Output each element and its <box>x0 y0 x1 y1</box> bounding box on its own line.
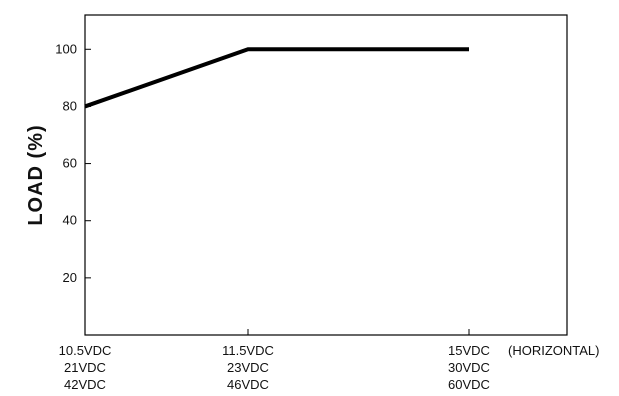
y-tick-label: 80 <box>63 98 77 113</box>
x-tick-label: 21VDC <box>64 360 106 375</box>
y-axis-title: LOAD (%) <box>25 124 47 225</box>
x-tick-label: 10.5VDC <box>59 343 112 358</box>
y-tick-label: 100 <box>55 41 77 56</box>
x-tick-label: 46VDC <box>227 377 269 392</box>
x-tick-label: 42VDC <box>64 377 106 392</box>
x-axis-ticks: 10.5VDC 21VDC 42VDC 11.5VDC 23VDC 46VDC 15VDC 3… <box>59 329 490 392</box>
x-tick-label: 15VDC <box>448 343 490 358</box>
y-tick-label: 40 <box>63 213 77 228</box>
x-tick-label: 11.5VDC <box>222 343 274 358</box>
series-group <box>85 49 469 106</box>
x-axis-title: (HORIZONTAL) <box>508 343 599 358</box>
y-tick-label: 20 <box>63 270 77 285</box>
x-tick-label: 30VDC <box>448 360 490 375</box>
plot-frame <box>85 15 567 335</box>
series-line <box>85 49 469 106</box>
x-tick-label: 60VDC <box>448 377 490 392</box>
y-tick-label: 60 <box>63 156 77 171</box>
y-axis-ticks: 20 40 60 80 100 <box>55 41 91 285</box>
x-tick-label: 23VDC <box>227 360 269 375</box>
